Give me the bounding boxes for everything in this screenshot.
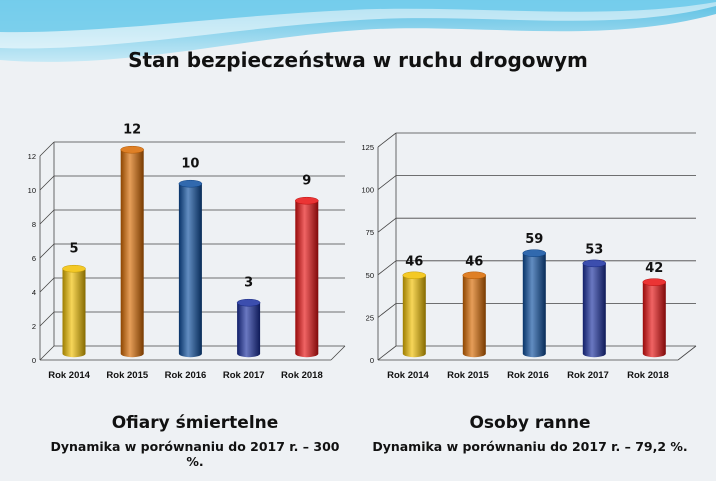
data-label: 53 <box>585 242 603 257</box>
bar <box>522 253 546 358</box>
bar-top <box>642 278 667 286</box>
bar-top <box>462 271 487 280</box>
gridline <box>39 175 55 191</box>
floor-edge <box>677 345 697 361</box>
y-tick-label: 4 <box>32 288 36 297</box>
data-label: 10 <box>181 157 199 172</box>
y-tick-label: 25 <box>366 313 374 322</box>
caption-right: Osoby ranne Dynamika w porównaniu do 201… <box>360 413 700 454</box>
x-tick-label: Rok 2015 <box>106 370 148 381</box>
gridline <box>377 345 397 361</box>
bar <box>178 183 202 358</box>
gridline <box>39 311 55 327</box>
page-title: Stan bezpieczeństwa w ruchu drogowym <box>128 48 588 72</box>
y-tick-label: 50 <box>366 271 374 280</box>
bar <box>462 275 486 358</box>
bar-top <box>120 145 144 154</box>
bar <box>295 200 319 358</box>
caption-left-heading: Ofiary śmiertelne <box>111 413 279 433</box>
x-tick-label: Rok 2018 <box>627 370 669 381</box>
gridline <box>377 217 397 233</box>
bar-top <box>178 179 203 188</box>
data-label: 42 <box>645 261 663 276</box>
bar <box>582 263 606 358</box>
caption-right-heading: Osoby ranne <box>469 413 591 433</box>
bar <box>237 302 261 358</box>
x-tick-label: Rok 2014 <box>387 370 429 381</box>
y-tick-label: 12 <box>28 152 36 161</box>
bar <box>642 282 666 358</box>
bar-top <box>402 271 427 280</box>
y-tick-label: 6 <box>32 254 36 263</box>
floor-edge <box>330 345 346 361</box>
data-label: 5 <box>69 242 78 257</box>
data-label: 3 <box>244 276 253 291</box>
caption-right-subtitle: Dynamika w porównaniu do 2017 r. – 79,2 … <box>372 439 688 454</box>
y-tick-label: 2 <box>32 322 36 331</box>
y-tick-label: 10 <box>28 186 36 195</box>
gridline <box>377 175 397 190</box>
gridline <box>39 277 55 293</box>
gridline <box>39 243 55 259</box>
data-label: 9 <box>302 174 311 189</box>
y-tick-label: 75 <box>366 228 374 237</box>
x-tick-label: Rok 2014 <box>48 370 90 381</box>
x-tick-label: Rok 2015 <box>447 370 489 381</box>
wave-header-decoration <box>0 0 716 62</box>
data-label: 46 <box>465 254 483 269</box>
y-tick-label: 100 <box>361 186 374 195</box>
x-tick-label: Rok 2016 <box>165 370 207 381</box>
bar-top <box>236 298 261 307</box>
y-tick-label: 8 <box>32 220 36 229</box>
gridline <box>39 141 55 157</box>
gridline <box>377 260 397 276</box>
caption-left-subtitle: Dynamika w porównaniu do 2017 r. – 300 %… <box>50 439 340 469</box>
y-tick-label: 0 <box>32 356 36 365</box>
bar-top <box>62 264 86 273</box>
caption-left: Ofiary śmiertelne Dynamika w porównaniu … <box>40 413 350 469</box>
x-tick-label: Rok 2016 <box>507 370 549 381</box>
gridline <box>39 209 55 225</box>
bar-top <box>295 196 319 205</box>
bar <box>62 268 86 358</box>
bar-top <box>522 249 547 257</box>
data-label: 12 <box>123 123 141 138</box>
data-label: 46 <box>405 254 423 269</box>
bar-top <box>582 259 607 268</box>
gridline <box>377 303 397 318</box>
x-tick-label: Rok 2018 <box>281 370 323 381</box>
y-tick-label: 125 <box>361 143 374 152</box>
y-tick-label: 0 <box>370 356 374 365</box>
bar <box>120 149 144 358</box>
x-tick-label: Rok 2017 <box>223 370 265 381</box>
x-tick-label: Rok 2017 <box>567 370 609 381</box>
gridline <box>377 132 397 148</box>
gridline <box>39 345 55 361</box>
data-label: 59 <box>525 232 543 247</box>
bar <box>402 275 426 358</box>
